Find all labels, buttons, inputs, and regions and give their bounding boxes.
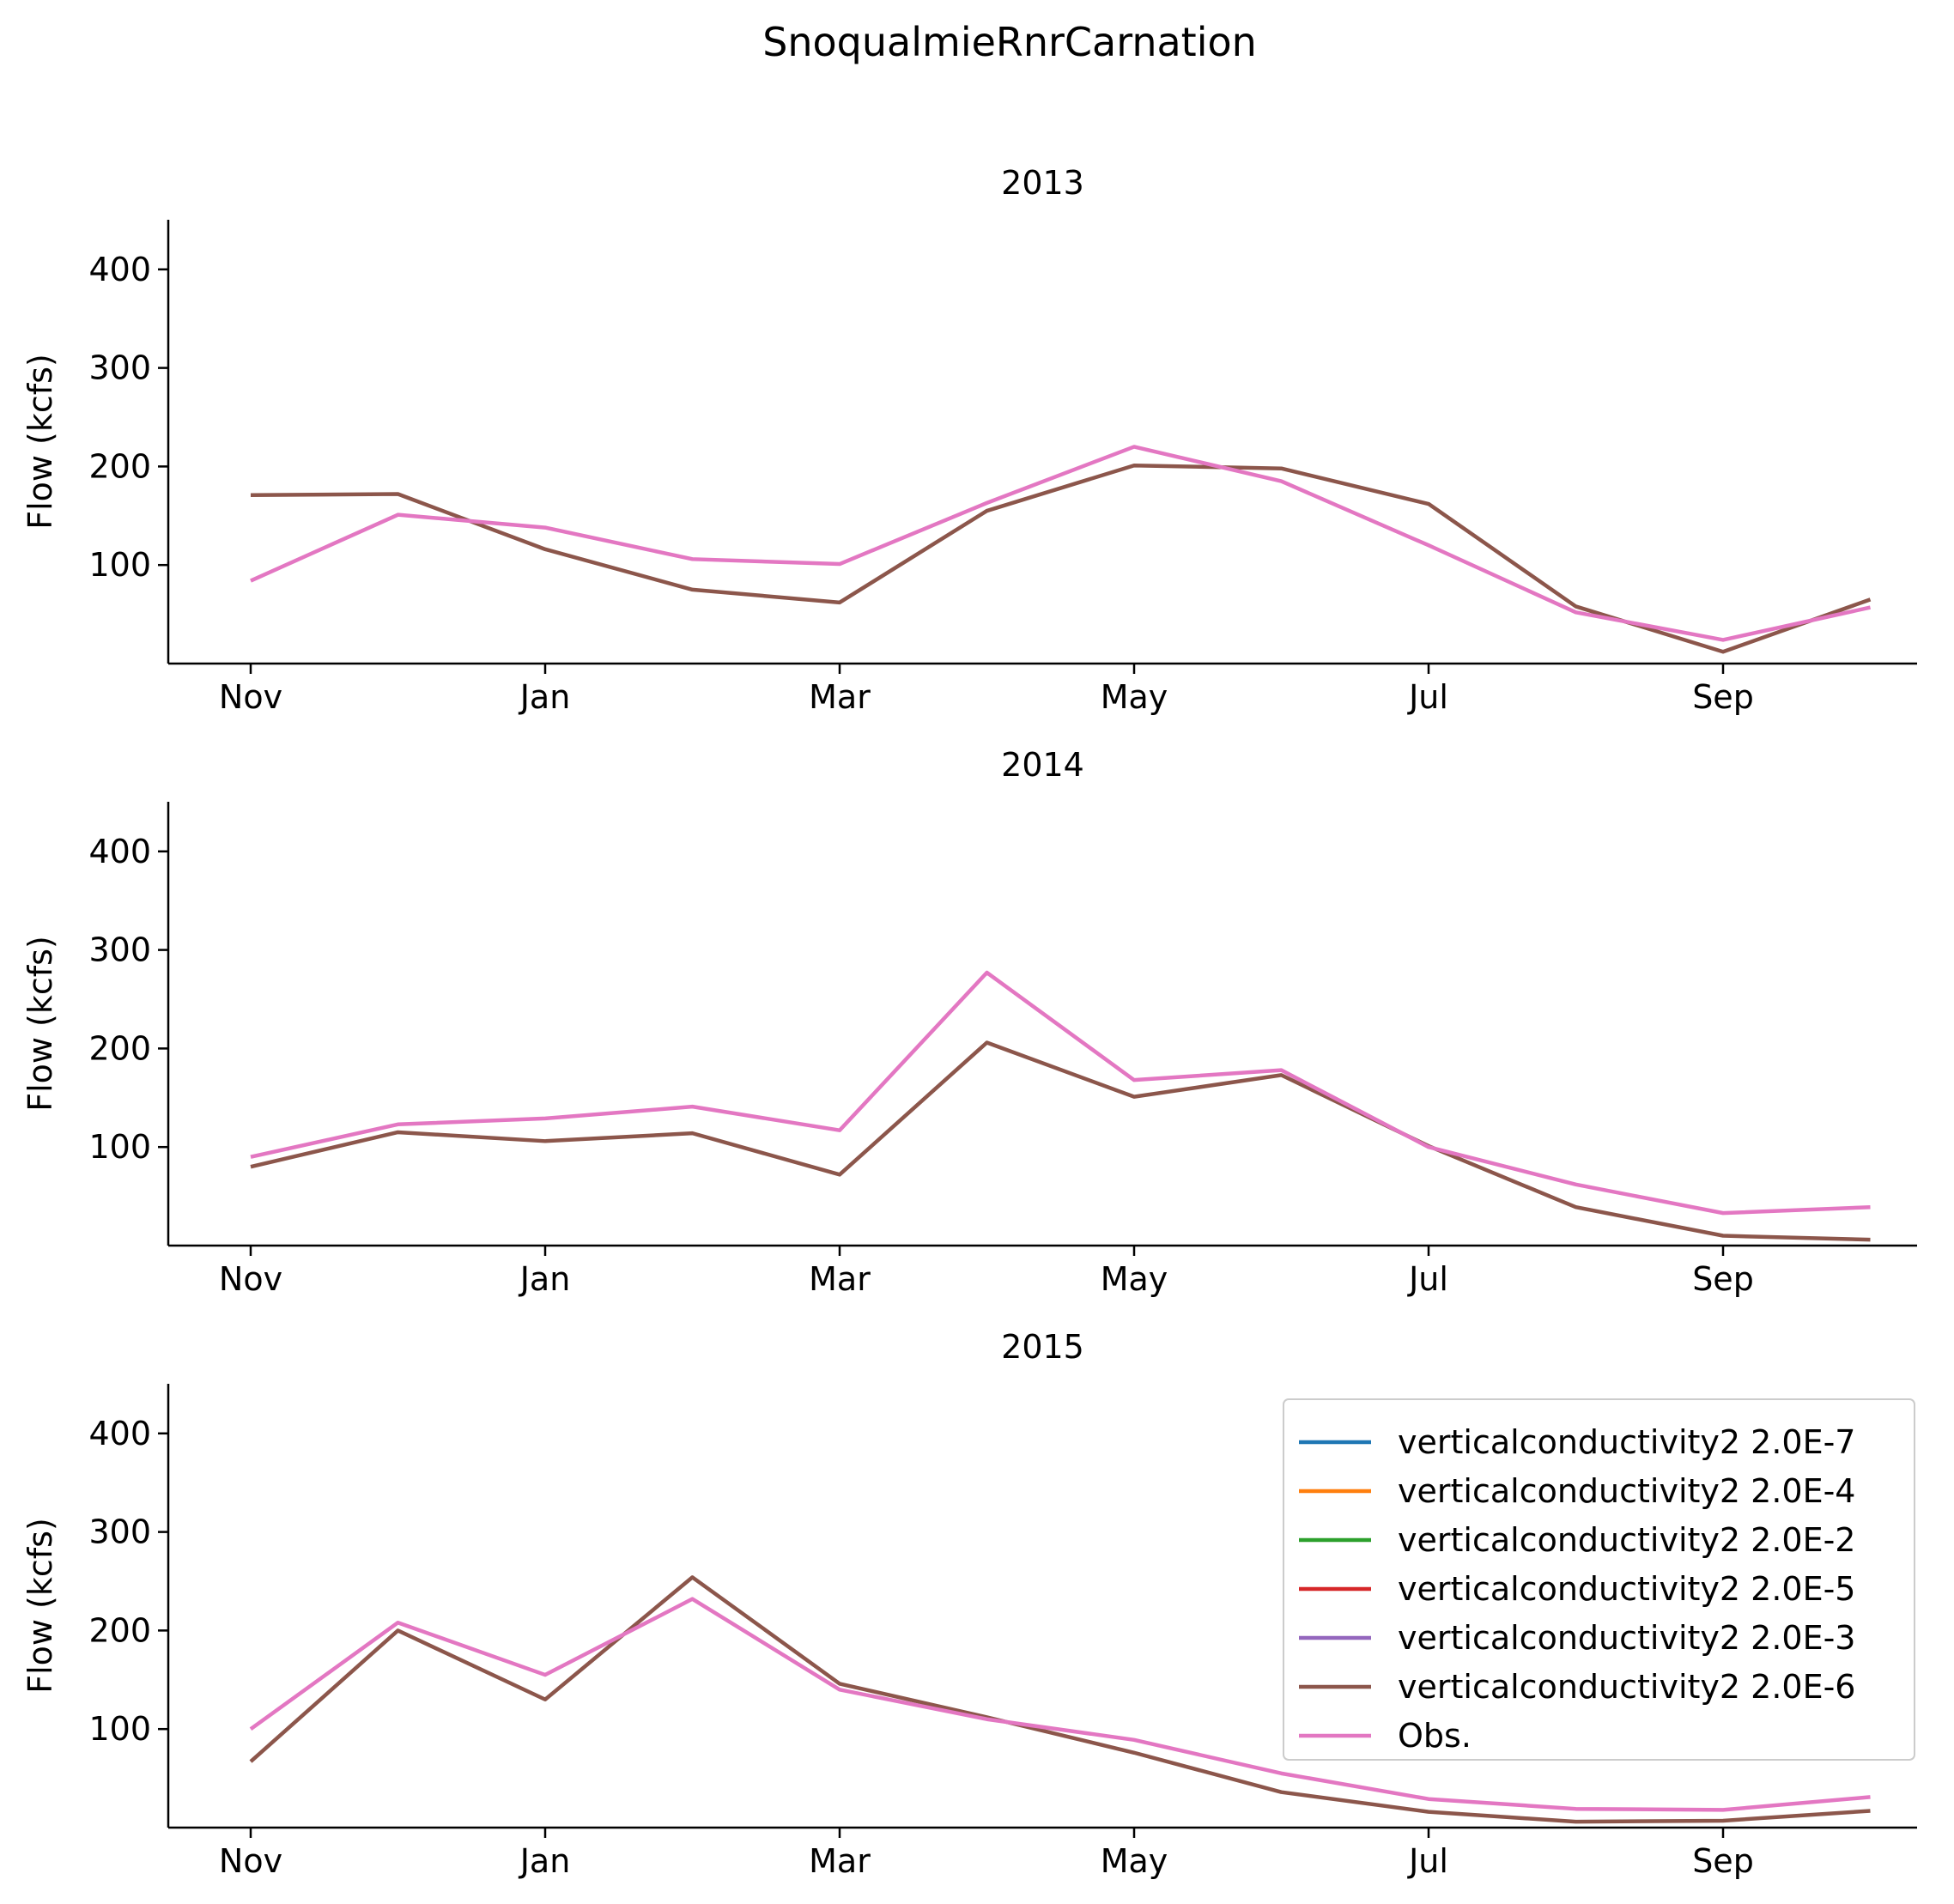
panel-2014: 2014 100 200 300 400 Nov Jan Mar May Jul Sep Flow (… xyxy=(21,746,1917,1298)
panel-title: 2014 xyxy=(1001,746,1084,784)
legend-box xyxy=(1283,1398,1915,1761)
x-tick-label: Nov xyxy=(219,1260,282,1298)
panel-2015: 2015 100 200 300 400 Nov Jan Mar May Jul Sep Flow (… xyxy=(21,1328,1917,1880)
legend-label: verticalconductivity2 2.0E-4 xyxy=(1398,1472,1855,1510)
legend-label: verticalconductivity2 2.0E-5 xyxy=(1398,1570,1855,1608)
x-tick-label: Jan xyxy=(519,1260,571,1298)
y-tick-label: 100 xyxy=(88,1128,151,1166)
y-tick-label: 300 xyxy=(88,1513,151,1551)
panel-2013: 2013 100 200 300 400 Nov Jan Mar May Jul Sep Flow (… xyxy=(21,164,1917,716)
y-tick-label: 100 xyxy=(88,546,151,584)
series-simulated-line xyxy=(249,1575,1871,1824)
x-tick-label: Nov xyxy=(219,1842,282,1880)
legend: verticalconductivity2 2.0E-7 verticalcond… xyxy=(1283,1398,1915,1761)
y-tick-label: 300 xyxy=(88,349,151,387)
x-tick-label: Mar xyxy=(809,678,871,716)
y-tick-label: 200 xyxy=(88,447,151,485)
y-tick-label: 300 xyxy=(88,931,151,969)
figure-title: SnoqualmieRnrCarnation xyxy=(762,19,1257,65)
y-axis-label: Flow (kcfs) xyxy=(21,936,59,1112)
legend-label: verticalconductivity2 2.0E-2 xyxy=(1398,1521,1855,1559)
series-obs-line xyxy=(249,1597,1871,1812)
x-tick-label: May xyxy=(1101,1842,1168,1880)
legend-label: verticalconductivity2 2.0E-6 xyxy=(1398,1668,1855,1706)
x-tick-label: Mar xyxy=(809,1842,871,1880)
x-tick-label: Sep xyxy=(1692,1260,1754,1298)
y-tick-label: 400 xyxy=(88,251,151,288)
series-obs-line xyxy=(250,970,1871,1216)
legend-label: verticalconductivity2 2.0E-3 xyxy=(1398,1619,1855,1657)
series-obs-line xyxy=(250,445,1871,642)
x-tick-label: May xyxy=(1101,678,1168,716)
x-tick-label: Sep xyxy=(1692,1842,1754,1880)
series-simulated-line xyxy=(250,1040,1871,1242)
legend-label: verticalconductivity2 2.0E-7 xyxy=(1398,1423,1855,1461)
y-axis-label: Flow (kcfs) xyxy=(21,1518,59,1694)
x-tick-label: Jul xyxy=(1407,1842,1448,1880)
x-tick-label: Sep xyxy=(1692,678,1754,716)
y-tick-label: 200 xyxy=(88,1029,151,1067)
legend-label: Obs. xyxy=(1398,1717,1472,1755)
panel-title: 2013 xyxy=(1001,164,1084,202)
x-tick-label: Nov xyxy=(219,678,282,716)
x-tick-label: May xyxy=(1101,1260,1168,1298)
x-tick-label: Jul xyxy=(1407,678,1448,716)
y-tick-label: 200 xyxy=(88,1611,151,1649)
y-tick-label: 400 xyxy=(88,833,151,870)
panel-title: 2015 xyxy=(1001,1328,1084,1366)
y-tick-label: 400 xyxy=(88,1415,151,1452)
chart-panels: 2013 100 200 300 400 Nov Jan Mar May Jul Sep Flow (… xyxy=(21,164,1917,1880)
x-tick-label: Jan xyxy=(519,678,571,716)
x-tick-label: Jul xyxy=(1407,1260,1448,1298)
x-tick-label: Jan xyxy=(519,1842,571,1880)
y-tick-label: 100 xyxy=(88,1710,151,1748)
y-axis-label: Flow (kcfs) xyxy=(21,354,59,530)
x-tick-label: Mar xyxy=(809,1260,871,1298)
series-simulated-line xyxy=(250,464,1872,654)
